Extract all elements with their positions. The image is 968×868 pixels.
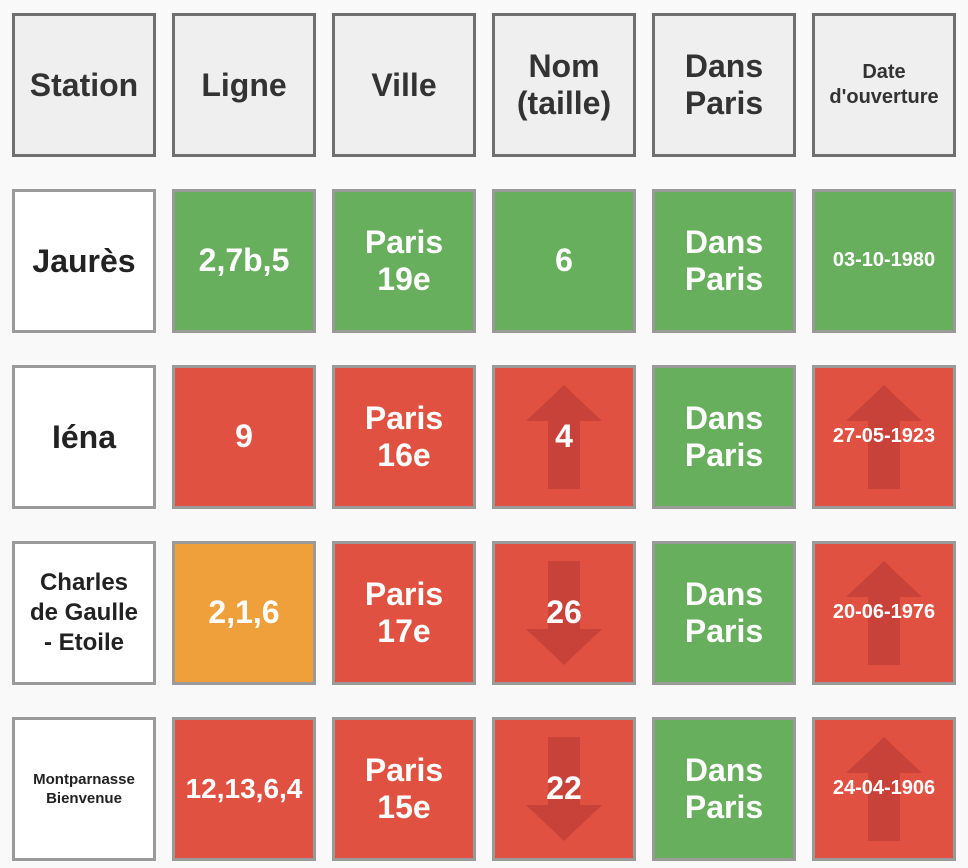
arrow-down-icon: [526, 561, 602, 665]
date-cell: 03-10-1980: [812, 189, 956, 333]
arrow-down-icon: [526, 737, 602, 841]
arrow-up-icon: [526, 385, 602, 489]
station-name: Montparnasse Bienvenue: [33, 770, 135, 808]
arrow-up-icon: [846, 385, 922, 489]
dans-paris-cell: Dans Paris: [652, 717, 796, 861]
station-name: Charles de Gaulle - Etoile: [29, 569, 139, 656]
header-dans-paris: Dans Paris: [652, 13, 796, 157]
dans-paris-cell: Dans Paris: [652, 189, 796, 333]
ville-cell: Paris 15e: [332, 717, 476, 861]
header-dans-paris-label: Dans Paris: [684, 48, 764, 121]
header-ville-label: Ville: [371, 66, 437, 103]
nom-cell: 4: [492, 365, 636, 509]
ligne-value: 2,7b,5: [198, 242, 290, 279]
header-station-label: Station: [29, 66, 139, 103]
nom-value: 22: [546, 770, 582, 807]
ville-value: Paris 15e: [364, 751, 444, 825]
ville-value: Paris 16e: [364, 399, 444, 473]
station-cell: Iéna: [12, 365, 156, 509]
header-station: Station: [12, 13, 156, 157]
dans-paris-value: Dans Paris: [684, 223, 764, 297]
ville-value: Paris 17e: [364, 575, 444, 649]
arrow-up-icon: [846, 561, 922, 665]
dans-paris-cell: Dans Paris: [652, 541, 796, 685]
date-value: 03-10-1980: [832, 249, 936, 272]
dans-paris-value: Dans Paris: [684, 751, 764, 825]
station-cell: Charles de Gaulle - Etoile: [12, 541, 156, 685]
dans-paris-value: Dans Paris: [684, 575, 764, 649]
station-name: Iéna: [51, 418, 117, 455]
ligne-value: 12,13,6,4: [185, 772, 303, 804]
ligne-cell: 9: [172, 365, 316, 509]
ligne-value: 2,1,6: [208, 594, 280, 631]
dans-paris-value: Dans Paris: [684, 399, 764, 473]
nom-value: 26: [546, 594, 582, 631]
station-cell: Jaurès: [12, 189, 156, 333]
ville-cell: Paris 19e: [332, 189, 476, 333]
date-cell: 24-04-1906: [812, 717, 956, 861]
header-ligne: Ligne: [172, 13, 316, 157]
dans-paris-cell: Dans Paris: [652, 365, 796, 509]
ligne-value: 9: [235, 418, 253, 455]
header-nom: Nom (taille): [492, 13, 636, 157]
date-cell: 20-06-1976: [812, 541, 956, 685]
header-ville: Ville: [332, 13, 476, 157]
header-date-label: Date d'ouverture: [829, 61, 939, 108]
ville-value: Paris 19e: [364, 223, 444, 297]
date-cell: 27-05-1923: [812, 365, 956, 509]
ville-cell: Paris 16e: [332, 365, 476, 509]
date-value: 20-06-1976: [832, 601, 936, 624]
station-cell: Montparnasse Bienvenue: [12, 717, 156, 861]
ligne-cell: 2,7b,5: [172, 189, 316, 333]
ville-cell: Paris 17e: [332, 541, 476, 685]
station-name: Jaurès: [32, 242, 136, 279]
arrow-up-icon: [846, 737, 922, 841]
nom-cell: 26: [492, 541, 636, 685]
ligne-cell: 2,1,6: [172, 541, 316, 685]
header-nom-label: Nom (taille): [516, 48, 612, 121]
nom-cell: 6: [492, 189, 636, 333]
date-value: 24-04-1906: [832, 777, 936, 800]
header-date: Date d'ouverture: [812, 13, 956, 157]
nom-cell: 22: [492, 717, 636, 861]
header-ligne-label: Ligne: [201, 66, 287, 103]
nom-value: 4: [555, 418, 573, 455]
date-value: 27-05-1923: [832, 425, 936, 448]
guess-board: Station Ligne Ville Nom (taille) Dans Pa…: [12, 13, 956, 861]
nom-value: 6: [555, 242, 573, 279]
ligne-cell: 12,13,6,4: [172, 717, 316, 861]
